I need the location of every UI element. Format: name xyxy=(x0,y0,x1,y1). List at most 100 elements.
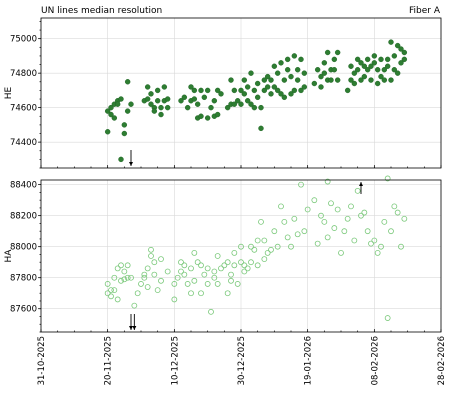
top-data-point xyxy=(158,111,164,118)
bottom-data-point xyxy=(221,262,228,269)
top-data-point xyxy=(391,67,398,73)
top-data-point xyxy=(301,70,308,76)
top-points xyxy=(104,39,408,163)
bottom-ytick-label: 87600 xyxy=(10,305,37,315)
top-data-point xyxy=(271,84,278,90)
top-data-point xyxy=(191,87,198,94)
top-data-point xyxy=(228,77,234,83)
top-data-point xyxy=(201,94,208,101)
bottom-data-point xyxy=(118,277,124,284)
bottom-yticks: 87600 87800 88000 88200 88400 xyxy=(10,181,41,333)
top-data-point xyxy=(354,56,361,63)
bottom-data-point xyxy=(228,271,234,278)
top-data-point xyxy=(298,56,304,63)
bottom-data-point xyxy=(294,231,301,238)
top-data-point xyxy=(244,84,251,90)
top-data-point xyxy=(198,87,204,94)
top-data-point xyxy=(238,87,244,94)
top-data-point xyxy=(204,87,211,94)
bottom-data-point xyxy=(171,281,178,287)
top-data-point xyxy=(334,77,341,83)
top-data-point xyxy=(278,60,284,66)
x-axis-date-label: 10-12-2025 xyxy=(170,336,180,385)
bottom-data-point xyxy=(381,218,388,225)
bottom-data-point xyxy=(361,209,368,216)
top-data-point xyxy=(284,56,291,63)
top-data-point xyxy=(328,77,334,83)
bottom-data-point xyxy=(351,237,358,244)
bottom-data-point xyxy=(378,243,384,250)
top-data-point xyxy=(128,101,134,107)
x-axis-date-label: 19-01-2026 xyxy=(304,336,314,385)
top-xticks xyxy=(40,165,442,168)
x-axis-date-label: 20-11-2025 xyxy=(104,336,114,385)
bottom-data-point xyxy=(114,296,121,303)
bottom-data-point xyxy=(178,268,184,275)
top-data-point xyxy=(111,115,118,121)
bottom-data-point xyxy=(148,253,154,259)
bottom-data-point xyxy=(214,281,221,287)
bottom-xticks: 31-10-2025 20-11-2025 10-12-2025 30-12-2025… xyxy=(37,329,447,385)
bottom-data-point xyxy=(311,197,318,204)
bottom-data-point xyxy=(338,249,344,256)
top-data-point xyxy=(268,91,274,97)
bottom-data-point xyxy=(124,262,131,269)
bottom-data-point xyxy=(264,249,271,256)
bottom-data-point xyxy=(201,271,208,278)
top-data-point xyxy=(224,104,231,111)
top-data-point xyxy=(181,94,188,101)
bottom-data-point xyxy=(224,290,231,297)
top-ylabel: HE xyxy=(4,86,14,99)
top-data-point xyxy=(284,67,291,73)
bottom-data-point xyxy=(281,218,288,225)
top-data-point xyxy=(154,87,161,94)
bottom-data-point xyxy=(278,203,284,210)
bottom-data-point xyxy=(231,249,238,256)
bottom-data-point xyxy=(384,315,391,321)
bottom-data-point xyxy=(108,293,114,300)
top-data-point xyxy=(274,87,281,94)
top-data-point xyxy=(388,77,394,83)
top-data-point xyxy=(374,80,381,87)
top-data-point xyxy=(281,77,288,83)
x-axis-date-label: 30-12-2025 xyxy=(237,336,247,385)
bottom-data-point xyxy=(181,262,188,269)
top-data-point xyxy=(178,98,184,104)
top-data-point xyxy=(118,156,124,163)
bottom-data-point xyxy=(104,281,111,287)
top-data-point xyxy=(318,84,324,90)
top-data-point xyxy=(324,49,331,56)
top-data-point xyxy=(154,98,161,104)
bottom-data-point xyxy=(121,268,128,275)
bottom-data-point xyxy=(284,234,291,241)
bottom-data-point xyxy=(341,228,348,235)
top-data-point xyxy=(294,77,301,83)
bottom-data-point xyxy=(401,215,408,222)
top-data-point xyxy=(204,115,211,121)
bottom-data-point xyxy=(318,212,324,219)
bottom-data-point xyxy=(248,243,254,250)
top-data-point xyxy=(301,84,308,90)
top-data-point xyxy=(294,67,301,73)
bottom-data-point xyxy=(291,215,298,222)
top-data-point xyxy=(241,77,248,83)
top-data-point xyxy=(218,91,224,97)
top-data-point xyxy=(164,104,171,111)
top-data-point xyxy=(334,49,341,56)
bottom-data-point xyxy=(144,284,151,290)
top-arrows xyxy=(129,150,133,166)
top-data-point xyxy=(331,56,338,63)
bottom-data-point xyxy=(208,308,214,315)
top-data-point xyxy=(394,42,401,49)
bottom-data-point xyxy=(111,274,118,281)
top-data-point xyxy=(274,70,281,76)
top-data-point xyxy=(351,70,358,76)
bottom-data-point xyxy=(321,218,328,225)
bottom-data-point xyxy=(354,187,361,194)
top-data-point xyxy=(398,46,404,52)
top-data-point xyxy=(344,87,351,94)
top-data-point xyxy=(258,125,264,132)
bottom-data-point xyxy=(241,268,248,275)
bottom-arrow-head xyxy=(132,326,137,330)
bottom-ytick-label: 88000 xyxy=(10,243,37,253)
